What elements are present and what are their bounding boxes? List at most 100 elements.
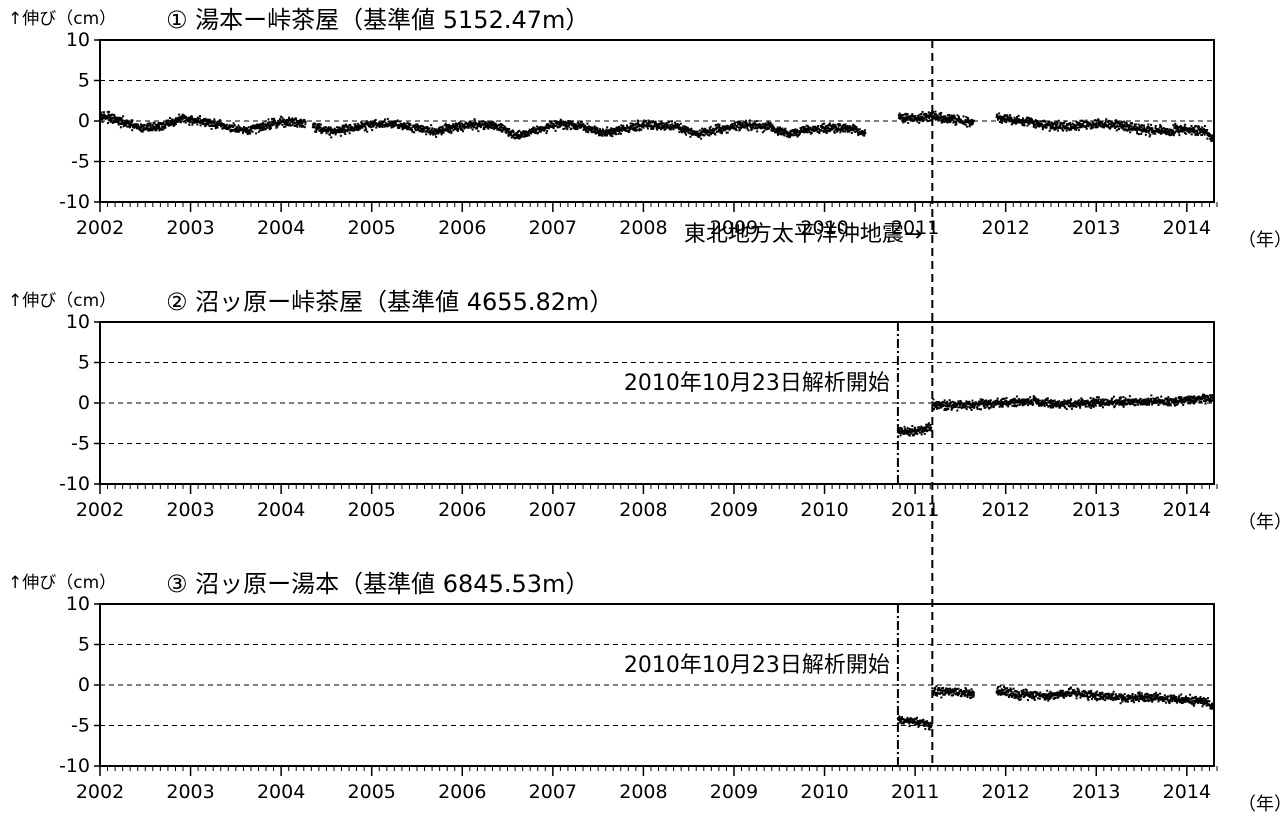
data-point (611, 132, 614, 135)
data-point (1041, 125, 1044, 128)
data-point (609, 132, 612, 135)
data-point (1154, 126, 1157, 129)
data-point (213, 118, 216, 121)
data-point (275, 126, 278, 129)
data-point (386, 117, 389, 120)
data-point (716, 130, 719, 133)
data-point (1024, 398, 1027, 401)
data-point (298, 124, 301, 127)
data-point (183, 116, 186, 119)
data-point (297, 122, 300, 125)
data-point (1101, 403, 1104, 406)
data-point (850, 127, 853, 130)
data-point (1094, 404, 1097, 407)
data-point (833, 130, 836, 133)
data-point (718, 123, 721, 126)
data-point (1140, 132, 1143, 135)
data-point (1052, 404, 1055, 407)
data-point (1210, 136, 1213, 139)
data-point (1009, 401, 1012, 404)
data-point (469, 124, 472, 127)
data-point (1094, 119, 1097, 122)
data-point (1053, 123, 1056, 126)
data-point (1069, 405, 1071, 408)
data-point (400, 123, 403, 126)
data-point (1075, 127, 1078, 130)
data-point (1061, 127, 1064, 130)
data-point (654, 125, 657, 128)
data-point (174, 121, 177, 124)
data-point (1132, 126, 1135, 129)
data-point (1123, 120, 1126, 123)
data-point (1045, 403, 1048, 406)
data-point (664, 124, 667, 127)
data-point (982, 404, 985, 407)
data-point (597, 129, 600, 132)
data-point (1003, 115, 1006, 118)
data-point (161, 128, 164, 131)
data-point (1057, 404, 1060, 407)
data-point (525, 130, 528, 133)
data-point (1096, 401, 1099, 404)
data-point (787, 132, 790, 135)
data-point (279, 115, 282, 118)
data-point (1005, 121, 1008, 124)
data-point (1078, 126, 1081, 129)
data-point (209, 119, 212, 122)
data-point (1004, 114, 1007, 117)
data-point (784, 127, 787, 130)
data-point (807, 125, 810, 128)
data-point (906, 427, 909, 430)
data-point (150, 127, 153, 130)
data-point (221, 124, 224, 127)
data-point (1076, 121, 1079, 124)
data-point (862, 133, 865, 136)
data-point (1070, 398, 1073, 401)
data-point (1080, 397, 1083, 400)
data-point (559, 118, 562, 121)
data-point (956, 114, 959, 117)
data-point (660, 128, 663, 131)
data-point (1042, 125, 1045, 128)
data-point (621, 129, 624, 132)
data-point (929, 115, 932, 118)
data-point (266, 123, 269, 126)
data-point (949, 121, 952, 124)
data-point (428, 127, 431, 130)
data-point (1054, 126, 1057, 129)
data-point (448, 123, 451, 126)
data-point (568, 125, 571, 128)
data-point (717, 129, 720, 132)
data-point (649, 120, 652, 123)
data-point (720, 132, 723, 135)
data-point (183, 115, 186, 118)
data-point (1009, 402, 1012, 405)
data-point (933, 114, 936, 117)
data-point (365, 122, 368, 125)
data-point (416, 123, 419, 126)
data-point (384, 118, 387, 121)
data-point (174, 123, 177, 126)
data-point (339, 134, 342, 137)
data-point (601, 132, 604, 135)
data-point (441, 127, 444, 130)
data-point (911, 428, 914, 431)
data-point (276, 123, 279, 126)
data-point (1066, 402, 1069, 405)
data-point (1050, 123, 1053, 126)
data-point (539, 126, 542, 129)
data-point (672, 128, 675, 131)
data-point (804, 130, 807, 133)
data-point (565, 122, 568, 125)
data-point (417, 127, 419, 130)
data-point (779, 130, 782, 133)
data-point (1018, 398, 1021, 401)
data-point (1080, 402, 1082, 405)
data-point (617, 133, 620, 136)
data-point (299, 121, 302, 124)
data-point (923, 430, 926, 433)
data-point (375, 126, 378, 129)
data-point (294, 125, 297, 127)
